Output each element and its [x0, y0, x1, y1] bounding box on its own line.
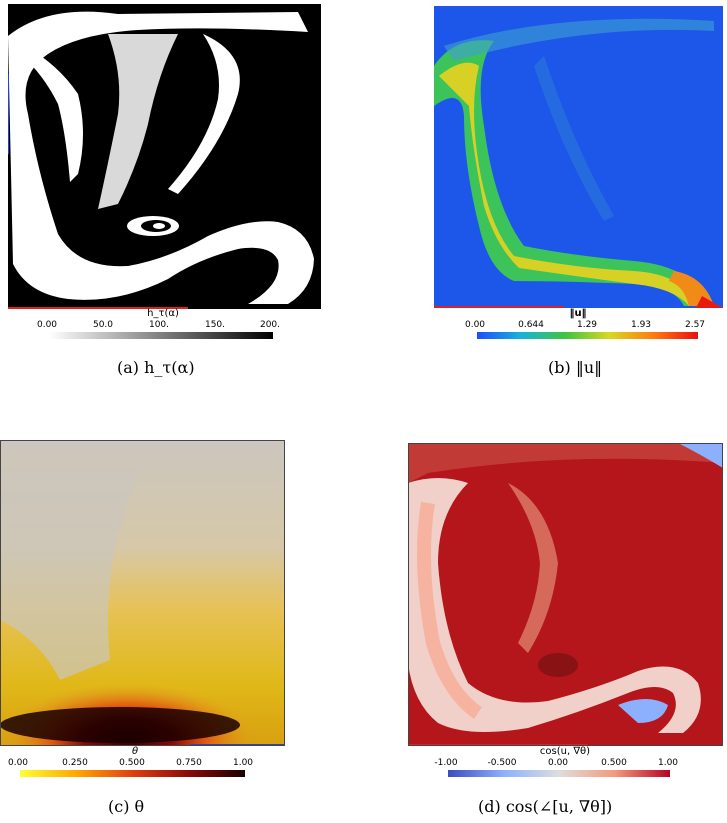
colorbar-tick: -0.500: [487, 758, 517, 768]
colorbar-tick: 1.93: [630, 320, 652, 330]
colorbar-title-b: ‖u‖: [569, 308, 587, 319]
colorbar-tick: 200.: [259, 320, 281, 330]
colorbar-tick: 150.: [204, 320, 226, 330]
panel-c-image: [0, 440, 285, 746]
colorbar-a: [49, 332, 273, 339]
colorbar-tick: 2.57: [684, 320, 706, 330]
colorbar-tick: 1.29: [576, 320, 598, 330]
colorbar-tick: 0.00: [7, 758, 29, 768]
colorbar-tick: 1.00: [657, 758, 679, 768]
colorbar-tick: 100.: [148, 320, 170, 330]
colorbar-title-c: θ: [131, 746, 139, 757]
colorbar-tick: -1.00: [434, 758, 458, 768]
caption-b-text: (b) ‖u‖: [548, 358, 603, 377]
caption-d: (d) cos(∠[u, ∇θ]): [478, 797, 612, 816]
colorbar-title-a: h_τ(α): [147, 308, 179, 319]
colorbar-tick: 0.00: [547, 758, 569, 768]
colorbar-tick: 0.500: [119, 758, 145, 768]
colorbar-d: [448, 770, 670, 777]
caption-b: (b) ‖u‖: [548, 358, 602, 377]
colorbar-tick: 1.00: [232, 758, 254, 768]
colorbar-b: [477, 332, 698, 339]
caption-a: (a) h_τ(α): [117, 358, 195, 377]
colorbar-c: [20, 770, 245, 777]
colorbar-tick: 0.00: [36, 320, 58, 330]
colorbar-tick: 0.00: [464, 320, 486, 330]
panel-d-image: [408, 443, 723, 746]
panel-b-image: [434, 6, 723, 308]
caption-c-text: (c) θ: [108, 797, 145, 816]
colorbar-tick: 0.500: [601, 758, 627, 768]
caption-a-text: (a) h_τ(α): [117, 358, 195, 377]
caption-c: (c) θ: [108, 797, 144, 816]
colorbar-tick: 50.0: [92, 320, 114, 330]
colorbar-title-d: cos(u, ∇θ): [539, 746, 591, 757]
colorbar-tick: 0.750: [176, 758, 202, 768]
colorbar-tick: 0.644: [518, 320, 544, 330]
panel-a-image: [8, 4, 321, 309]
caption-d-text: (d) cos(∠[u, ∇θ]): [478, 797, 613, 816]
colorbar-tick: 0.250: [62, 758, 88, 768]
